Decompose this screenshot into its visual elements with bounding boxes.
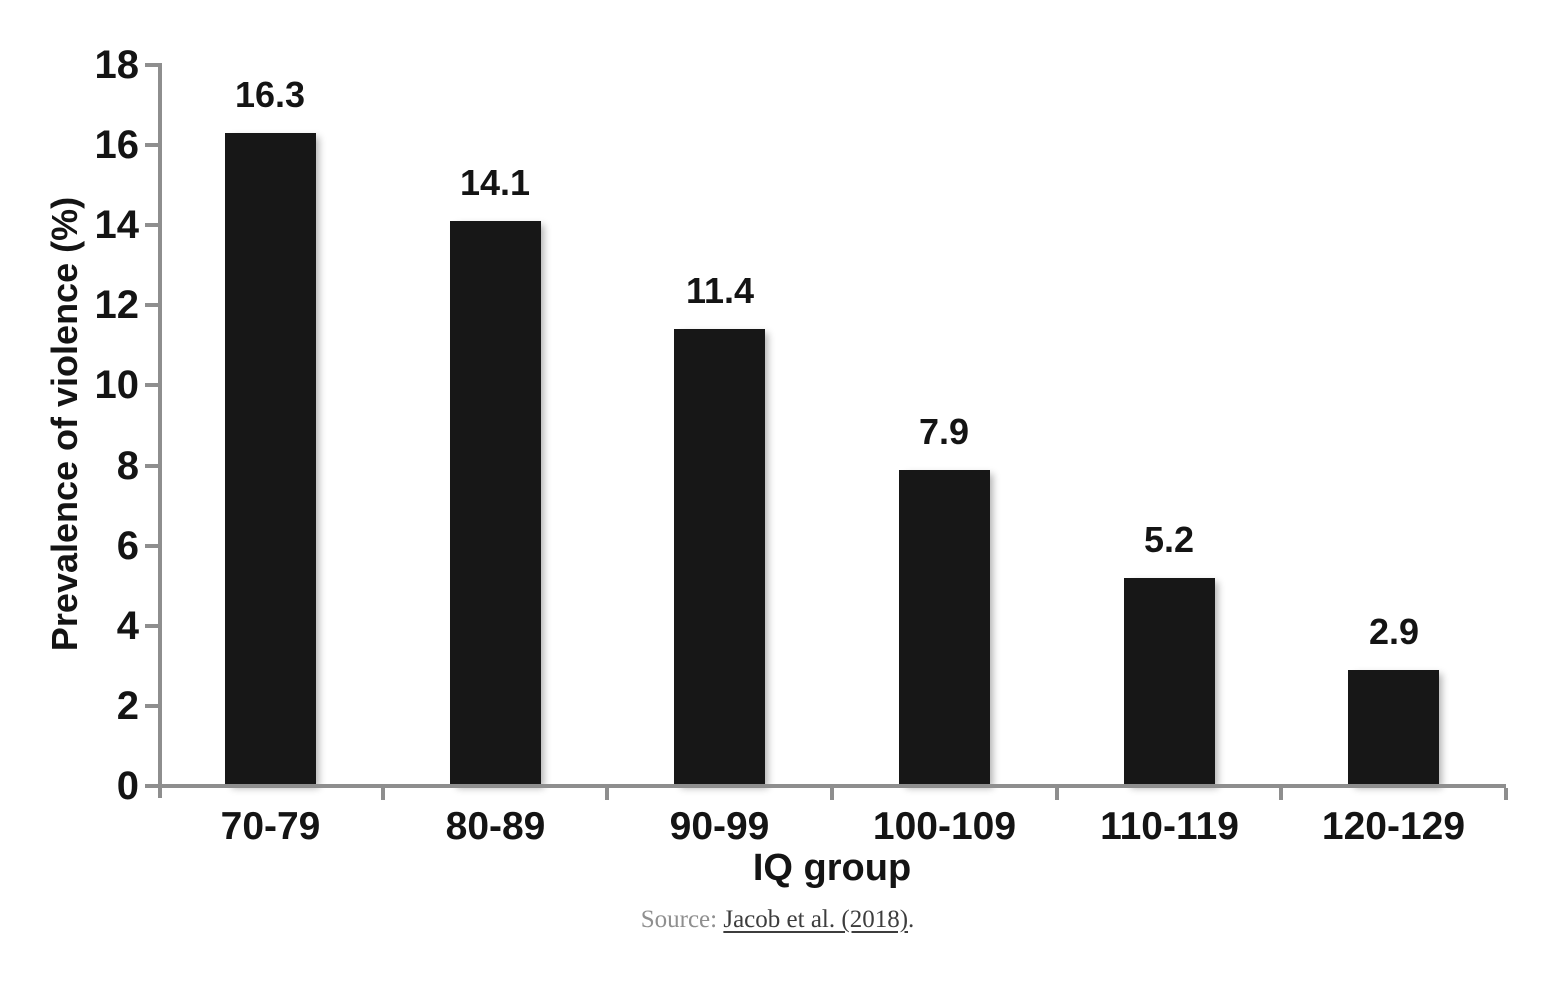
bar-value-label: 11.4 xyxy=(685,270,755,311)
x-axis-title: IQ group xyxy=(752,847,912,889)
bar-value-label: 5.2 xyxy=(1143,519,1195,560)
y-tick xyxy=(145,624,158,628)
source-caption: Source: Jacob et al. (2018). xyxy=(0,902,1555,938)
y-tick xyxy=(145,704,158,708)
x-category-label: 100-109 xyxy=(872,805,1017,848)
bar-value-label: 7.9 xyxy=(918,411,970,452)
bar xyxy=(450,221,541,788)
y-tick-label: 4 xyxy=(116,604,139,648)
bar xyxy=(674,329,765,788)
y-tick-label: 2 xyxy=(116,684,139,728)
source-citation-link[interactable]: Jacob et al. (2018) xyxy=(723,906,909,933)
x-tick xyxy=(1279,788,1283,800)
x-category-label: 120-129 xyxy=(1321,805,1466,848)
x-tick xyxy=(1055,788,1059,800)
x-tick xyxy=(605,788,609,800)
y-tick xyxy=(145,464,158,468)
source-suffix-label: . xyxy=(908,906,915,933)
y-tick-label: 6 xyxy=(116,524,139,568)
bar-value-label: 16.3 xyxy=(234,74,306,115)
x-category-label: 110-119 xyxy=(1100,805,1239,848)
y-tick xyxy=(145,383,158,387)
y-tick-label: 16 xyxy=(94,123,140,167)
y-tick xyxy=(145,544,158,548)
y-tick xyxy=(145,143,158,147)
y-tick-label: 10 xyxy=(94,363,140,407)
source-prefix-label: Source: xyxy=(640,906,724,933)
bar xyxy=(1348,670,1439,788)
x-tick xyxy=(830,788,834,800)
y-tick xyxy=(145,303,158,307)
y-tick-label: 18 xyxy=(94,43,140,87)
y-tick xyxy=(145,223,158,227)
x-category-label: 90-99 xyxy=(669,805,770,848)
y-tick-label: 0 xyxy=(116,764,139,808)
y-axis-title: Prevalence of violence (%) xyxy=(44,196,85,652)
x-tick xyxy=(381,788,385,800)
x-category-label: 80-89 xyxy=(445,805,546,848)
bar xyxy=(1124,578,1215,788)
y-tick-label: 14 xyxy=(94,203,140,247)
y-tick-label: 8 xyxy=(116,444,139,488)
x-category-label: 70-79 xyxy=(220,805,321,848)
y-tick-label: 12 xyxy=(94,283,140,327)
bar xyxy=(225,133,316,788)
y-tick xyxy=(145,63,158,67)
bar-value-label: 2.9 xyxy=(1368,611,1420,652)
y-axis-line xyxy=(158,63,162,798)
bar-value-label: 14.1 xyxy=(459,162,531,203)
x-tick xyxy=(1504,788,1508,800)
bar xyxy=(899,470,990,788)
y-tick xyxy=(145,784,158,788)
x-axis-line xyxy=(158,784,1506,788)
